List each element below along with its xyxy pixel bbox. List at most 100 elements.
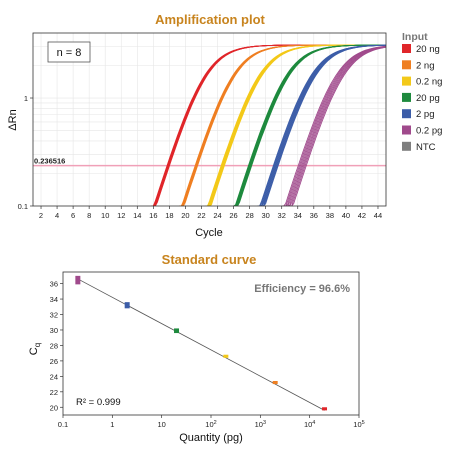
y-tick-label: 28	[50, 341, 58, 350]
x-tick-exponent: 4	[312, 420, 315, 426]
y-tick-label: 1	[24, 94, 28, 103]
y-tick-label: 24	[50, 372, 58, 381]
amplification-curve	[259, 44, 386, 206]
standard-y-label-group: Cq	[28, 343, 42, 355]
standard-y-label-sub: q	[33, 343, 42, 347]
x-tick-label: 8	[87, 211, 91, 220]
n-annotation-box	[47, 41, 91, 63]
amplification-curve	[289, 46, 386, 206]
amplification-curve	[261, 44, 386, 206]
amplification-plot: Amplification plot 0.236516 n = 8 2 4 6 8 10…	[7, 12, 442, 239]
amplification-curve	[259, 44, 386, 206]
legend-label: 20 ng	[416, 44, 440, 55]
n-annotation: n = 8	[57, 47, 82, 59]
x-tick-label: 6	[71, 211, 75, 220]
legend-swatch	[402, 60, 411, 70]
x-tick-label: 28	[245, 211, 253, 220]
amplification-curve	[233, 44, 386, 206]
standard-point	[223, 354, 229, 358]
x-tick-label: 102	[205, 420, 216, 429]
x-tick-label: 105	[353, 420, 364, 429]
y-tick-label: 20	[50, 403, 58, 412]
x-tick-label: 12	[117, 211, 125, 220]
amplification-curve	[235, 44, 386, 206]
x-tick-label: 10	[157, 420, 165, 429]
r-squared-label: R² = 0.999	[76, 397, 121, 408]
amplification-x-label: Cycle	[195, 227, 223, 239]
legend-label: 0.2 ng	[416, 77, 442, 88]
amplification-curve	[207, 44, 386, 206]
x-tick-label: 1	[110, 420, 114, 429]
legend-label: 2 pg	[416, 109, 435, 120]
x-tick-exponent: 3	[263, 420, 266, 426]
legend-label: 0.2 pg	[416, 126, 442, 137]
amplification-curve	[235, 44, 386, 206]
legend-title: Input	[402, 31, 428, 43]
standard-x-ticks: 0.1 1 10 102 103 104 105	[58, 415, 365, 429]
y-tick-label: 34	[50, 295, 58, 304]
amplification-curve	[259, 44, 386, 206]
amplification-curve	[261, 44, 386, 206]
amplification-curve	[207, 44, 386, 206]
standard-x-label: Quantity (pg)	[179, 432, 243, 444]
amplification-curve	[233, 44, 386, 206]
amplification-curve	[257, 44, 386, 206]
standard-y-label-main: C	[28, 347, 40, 355]
regression-line	[77, 278, 325, 411]
x-tick-exponent: 2	[214, 420, 217, 426]
x-tick-label: 10	[101, 211, 109, 220]
legend-label: 2 ng	[416, 60, 435, 71]
legend-swatch	[402, 109, 411, 119]
amplification-curves	[151, 44, 386, 206]
amplification-curve	[287, 46, 386, 206]
standard-y-ticks: 20 22 24 26 28 30 32 34 36	[50, 280, 63, 412]
x-tick-label: 103	[255, 420, 266, 429]
x-tick-label: 34	[294, 211, 302, 220]
x-tick-label: 44	[374, 211, 382, 220]
amplification-plot-frame	[32, 32, 387, 207]
y-tick-label: 30	[50, 326, 58, 335]
amplification-y-label: ΔRn	[7, 109, 19, 130]
standard-y-label: Cq	[28, 343, 42, 355]
amplification-curve	[207, 44, 386, 206]
y-tick-label: 36	[50, 280, 58, 289]
amplification-curve	[287, 46, 386, 206]
legend-items: 20 ng 2 ng 0.2 ng 20 pg 2 pg 0.2 pg NTC	[402, 44, 442, 153]
standard-point	[124, 302, 130, 309]
x-tick-label: 32	[278, 211, 286, 220]
standard-point	[174, 328, 180, 334]
x-tick-label: 36	[310, 211, 318, 220]
y-tick-label: 0.1	[18, 202, 28, 211]
x-tick-label: 38	[326, 211, 334, 220]
x-tick-label: 26	[229, 211, 237, 220]
amplification-curve	[235, 44, 386, 206]
x-tick-label: 4	[55, 211, 59, 220]
y-tick-label: 22	[50, 388, 58, 397]
x-tick-label: 22	[197, 211, 205, 220]
amplification-curve	[261, 44, 386, 206]
y-tick-label: 32	[50, 311, 58, 320]
x-tick-label: 24	[213, 211, 221, 220]
legend-swatch	[402, 44, 411, 53]
legend-swatch	[402, 125, 411, 135]
legend-swatch	[402, 141, 411, 151]
standard-point	[75, 275, 81, 285]
x-tick-label: 42	[358, 211, 366, 220]
amplification-curve	[235, 44, 386, 206]
x-tick-exponent: 5	[362, 420, 365, 426]
legend-label: 20 pg	[416, 93, 440, 104]
amplification-curve	[233, 44, 386, 206]
x-tick-label: 16	[149, 211, 157, 220]
legend: Input 20 ng 2 ng 0.2 ng 20 pg 2 pg 0.2 pg NTC	[402, 31, 442, 153]
x-tick-label: 30	[261, 211, 269, 220]
standard-curve-title: Standard curve	[162, 252, 257, 267]
legend-swatch	[402, 92, 411, 102]
x-tick-label: 18	[165, 211, 173, 220]
amplification-x-ticks: 2 4 6 8 10 12 14 16 18 20 22 24 26 28 30 32 34 36 38 40 42 44	[39, 206, 382, 220]
x-tick-label: 40	[342, 211, 350, 220]
standard-curve-points	[75, 275, 328, 411]
amplification-curve	[257, 44, 386, 206]
efficiency-label: Efficiency = 96.6%	[254, 283, 350, 295]
amplification-title: Amplification plot	[155, 12, 265, 27]
